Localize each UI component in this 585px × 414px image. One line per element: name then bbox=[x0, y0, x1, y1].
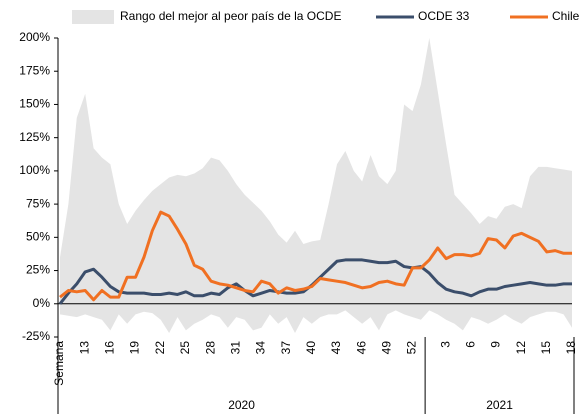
y-tick-label: 75% bbox=[26, 196, 50, 210]
x-tick-label: 34 bbox=[254, 341, 268, 355]
x-tick-label: 37 bbox=[279, 341, 293, 355]
year-label: 2020 bbox=[228, 398, 255, 412]
x-tick-label: 28 bbox=[203, 341, 217, 355]
legend-label: OCDE 33 bbox=[418, 9, 470, 23]
x-tick-label: 52 bbox=[405, 341, 419, 355]
legend-label: Rango del mejor al peor país de la OCDE bbox=[120, 9, 341, 23]
x-tick-label: 9 bbox=[489, 341, 503, 348]
x-tick-label: 13 bbox=[77, 341, 91, 355]
y-tick-label: 175% bbox=[19, 63, 50, 77]
legend-swatch bbox=[72, 10, 114, 24]
x-tick-label: 3 bbox=[438, 341, 452, 348]
x-tick-label: 46 bbox=[354, 341, 368, 355]
x-tick-label: 31 bbox=[228, 341, 242, 355]
y-tick-label: 50% bbox=[26, 230, 50, 244]
x-tick-label: 18 bbox=[564, 341, 578, 355]
y-tick-label: 0% bbox=[33, 296, 51, 310]
x-tick-label: 49 bbox=[380, 341, 394, 355]
legend-label: Chile bbox=[552, 9, 580, 23]
year-label: 2021 bbox=[486, 398, 513, 412]
x-tick-label: 15 bbox=[539, 341, 553, 355]
y-tick-label: 100% bbox=[19, 163, 50, 177]
y-tick-label: 200% bbox=[19, 30, 50, 44]
y-tick-label: -25% bbox=[22, 329, 50, 343]
x-tick-label: 12 bbox=[514, 341, 528, 355]
x-axis-label: Semana bbox=[52, 341, 66, 386]
x-tick-label: 25 bbox=[178, 341, 192, 355]
y-tick-label: 25% bbox=[26, 263, 50, 277]
x-tick-label: 40 bbox=[304, 341, 318, 355]
x-tick-label: 43 bbox=[329, 341, 343, 355]
x-tick-label: 22 bbox=[153, 341, 167, 355]
y-tick-label: 125% bbox=[19, 130, 50, 144]
y-tick-label: 150% bbox=[19, 97, 50, 111]
range-band bbox=[60, 38, 572, 334]
x-tick-label: 16 bbox=[103, 341, 117, 355]
x-tick-label: 6 bbox=[463, 341, 477, 348]
x-tick-label: 19 bbox=[128, 341, 142, 355]
series-line bbox=[59, 210, 572, 302]
